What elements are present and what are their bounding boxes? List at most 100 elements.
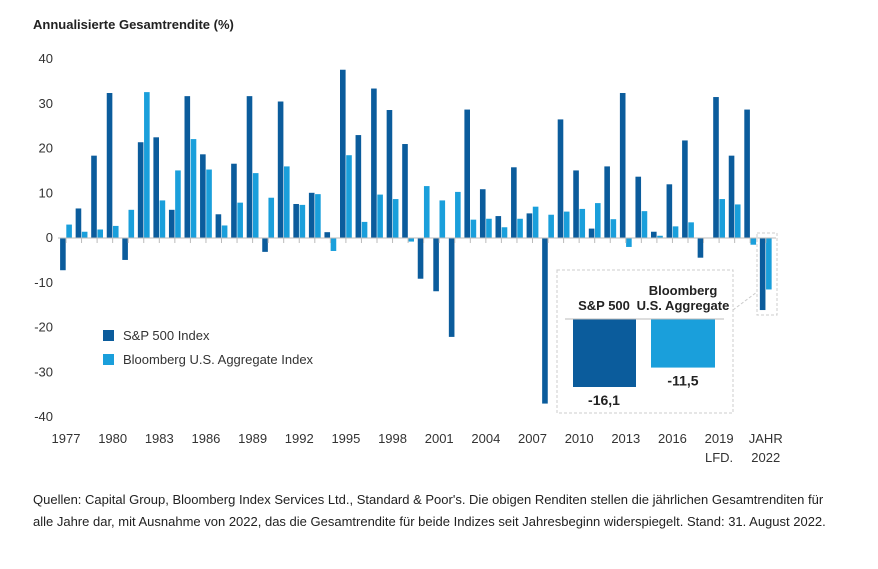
bar-sp500-1984 <box>168 209 175 238</box>
bar-sp500-2014 <box>635 176 642 238</box>
bar-bloomberg-1983 <box>159 200 166 238</box>
bar-sp500-2015 <box>651 231 657 238</box>
bar-bloomberg-2010 <box>579 208 586 238</box>
bar-sp500-2006 <box>511 167 517 238</box>
bar-sp500-2007 <box>526 213 533 238</box>
inset-bar-bloomberg <box>651 319 715 368</box>
bar-sp500-1979 <box>91 155 97 238</box>
bar-sp500-1988 <box>231 163 237 238</box>
x-tick-label: 2010 <box>565 431 594 446</box>
bar-sp500-1998 <box>386 110 393 238</box>
bar-bloomberg-1986 <box>206 169 212 238</box>
bar-sp500-1989 <box>246 96 253 238</box>
x-tick-label: 1986 <box>191 431 220 446</box>
bar-bloomberg-2001 <box>439 200 446 238</box>
bar-sp500-2013 <box>619 93 626 238</box>
x-tick-label: 1995 <box>331 431 360 446</box>
bar-bloomberg-2017 <box>688 222 694 238</box>
bar-bloomberg-1995 <box>346 155 352 238</box>
y-tick-label: -10 <box>34 275 53 290</box>
bar-bloomberg-1984 <box>175 170 181 238</box>
bar-sp500-2020 <box>728 155 735 238</box>
bar-sp500-2012 <box>604 166 610 238</box>
y-tick-label: 20 <box>39 141 53 156</box>
inset-value-bloomberg: -11,5 <box>667 373 698 389</box>
bar-bloomberg-1989 <box>252 173 259 238</box>
x-tick-label: 1989 <box>238 431 267 446</box>
bar-sp500-1983 <box>153 137 159 238</box>
y-tick-label: 40 <box>39 51 53 66</box>
bar-sp500-2005 <box>495 216 502 238</box>
highlight-box-2022 <box>756 232 778 316</box>
bar-bloomberg-2003 <box>470 219 477 238</box>
x-tick-label: 1983 <box>145 431 174 446</box>
bar-sp500-2016 <box>666 184 673 238</box>
bar-sp500-1986 <box>200 154 206 238</box>
bar-bloomberg-1992 <box>299 204 306 238</box>
bar-sp500-2004 <box>479 189 486 238</box>
bar-bloomberg-1981 <box>128 209 135 238</box>
bar-bloomberg-1987 <box>221 225 228 238</box>
footnote: Quellen: Capital Group, Bloomberg Index … <box>33 492 826 529</box>
bar-sp500-1999 <box>402 144 408 238</box>
bar-sp500-2011 <box>588 228 595 238</box>
bar-sp500-2021 <box>744 109 750 238</box>
bar-bloomberg-1985 <box>190 139 197 238</box>
y-tick-label: 30 <box>39 96 53 111</box>
legend-swatch <box>103 354 114 365</box>
inset-label-bloomberg: U.S. Aggregate <box>637 298 730 313</box>
y-tick-label: -40 <box>34 409 53 424</box>
x-tick-label: 2013 <box>611 431 640 446</box>
x-tick-label: JAHR <box>749 431 783 446</box>
bar-sp500-2008 <box>542 238 548 404</box>
y-tick-label: 0 <box>46 230 53 245</box>
bar-sp500-1982 <box>137 142 144 238</box>
x-tick-label: 2001 <box>425 431 454 446</box>
x-tick-label: 2019 <box>705 431 734 446</box>
bar-sp500-1994 <box>324 232 331 238</box>
bar-bloomberg-2015 <box>657 235 663 238</box>
x-tick-label: 2016 <box>658 431 687 446</box>
bar-bloomberg-1998 <box>392 199 399 238</box>
x-tick-label: 1977 <box>52 431 81 446</box>
bar-sp500-1981 <box>122 238 128 260</box>
bar-sp500-2003 <box>464 109 470 238</box>
bar-sp500-2018 <box>697 238 704 258</box>
bar-bloomberg-1993 <box>315 194 321 238</box>
bar-sp500-2019 <box>713 97 719 238</box>
bar-bloomberg-2011 <box>595 203 601 238</box>
bar-sp500-1978 <box>75 208 82 238</box>
bar-bloomberg-2020 <box>734 204 741 238</box>
bar-bloomberg-2005 <box>501 227 508 238</box>
bar-sp500-1990 <box>262 238 268 252</box>
bar-bloomberg-2004 <box>486 218 492 238</box>
bar-sp500-2017 <box>682 140 688 238</box>
bar-sp500-1977 <box>60 238 66 271</box>
bar-sp500-2000 <box>417 238 424 279</box>
bar-bloomberg-2013 <box>626 238 632 247</box>
x-tick-label: 1992 <box>285 431 314 446</box>
legend-label: S&P 500 Index <box>123 328 210 343</box>
x-tick-label: 2004 <box>471 431 500 446</box>
bar-bloomberg-1979 <box>97 229 103 238</box>
x-tick-label: LFD. <box>705 450 733 465</box>
bar-bloomberg-1991 <box>284 166 290 238</box>
bar-bloomberg-2008 <box>548 214 554 238</box>
bar-sp500-1980 <box>106 93 113 238</box>
bar-bloomberg-2022 <box>766 238 772 290</box>
bar-bloomberg-2006 <box>517 218 523 238</box>
connector-line <box>732 291 758 311</box>
chart-title: Annualisierte Gesamtrendite (%) <box>33 17 234 32</box>
legend-label: Bloomberg U.S. Aggregate Index <box>123 352 314 367</box>
bar-bloomberg-2019 <box>719 199 725 238</box>
bar-sp500-1996 <box>355 135 362 238</box>
bar-bloomberg-1980 <box>112 225 119 238</box>
bar-sp500-1992 <box>293 203 299 238</box>
x-tick-label: 1998 <box>378 431 407 446</box>
y-tick-label: 10 <box>39 185 53 200</box>
x-tick-label: 2007 <box>518 431 547 446</box>
bar-bloomberg-1999 <box>408 238 414 242</box>
inset-bar-sp500 <box>573 319 636 387</box>
